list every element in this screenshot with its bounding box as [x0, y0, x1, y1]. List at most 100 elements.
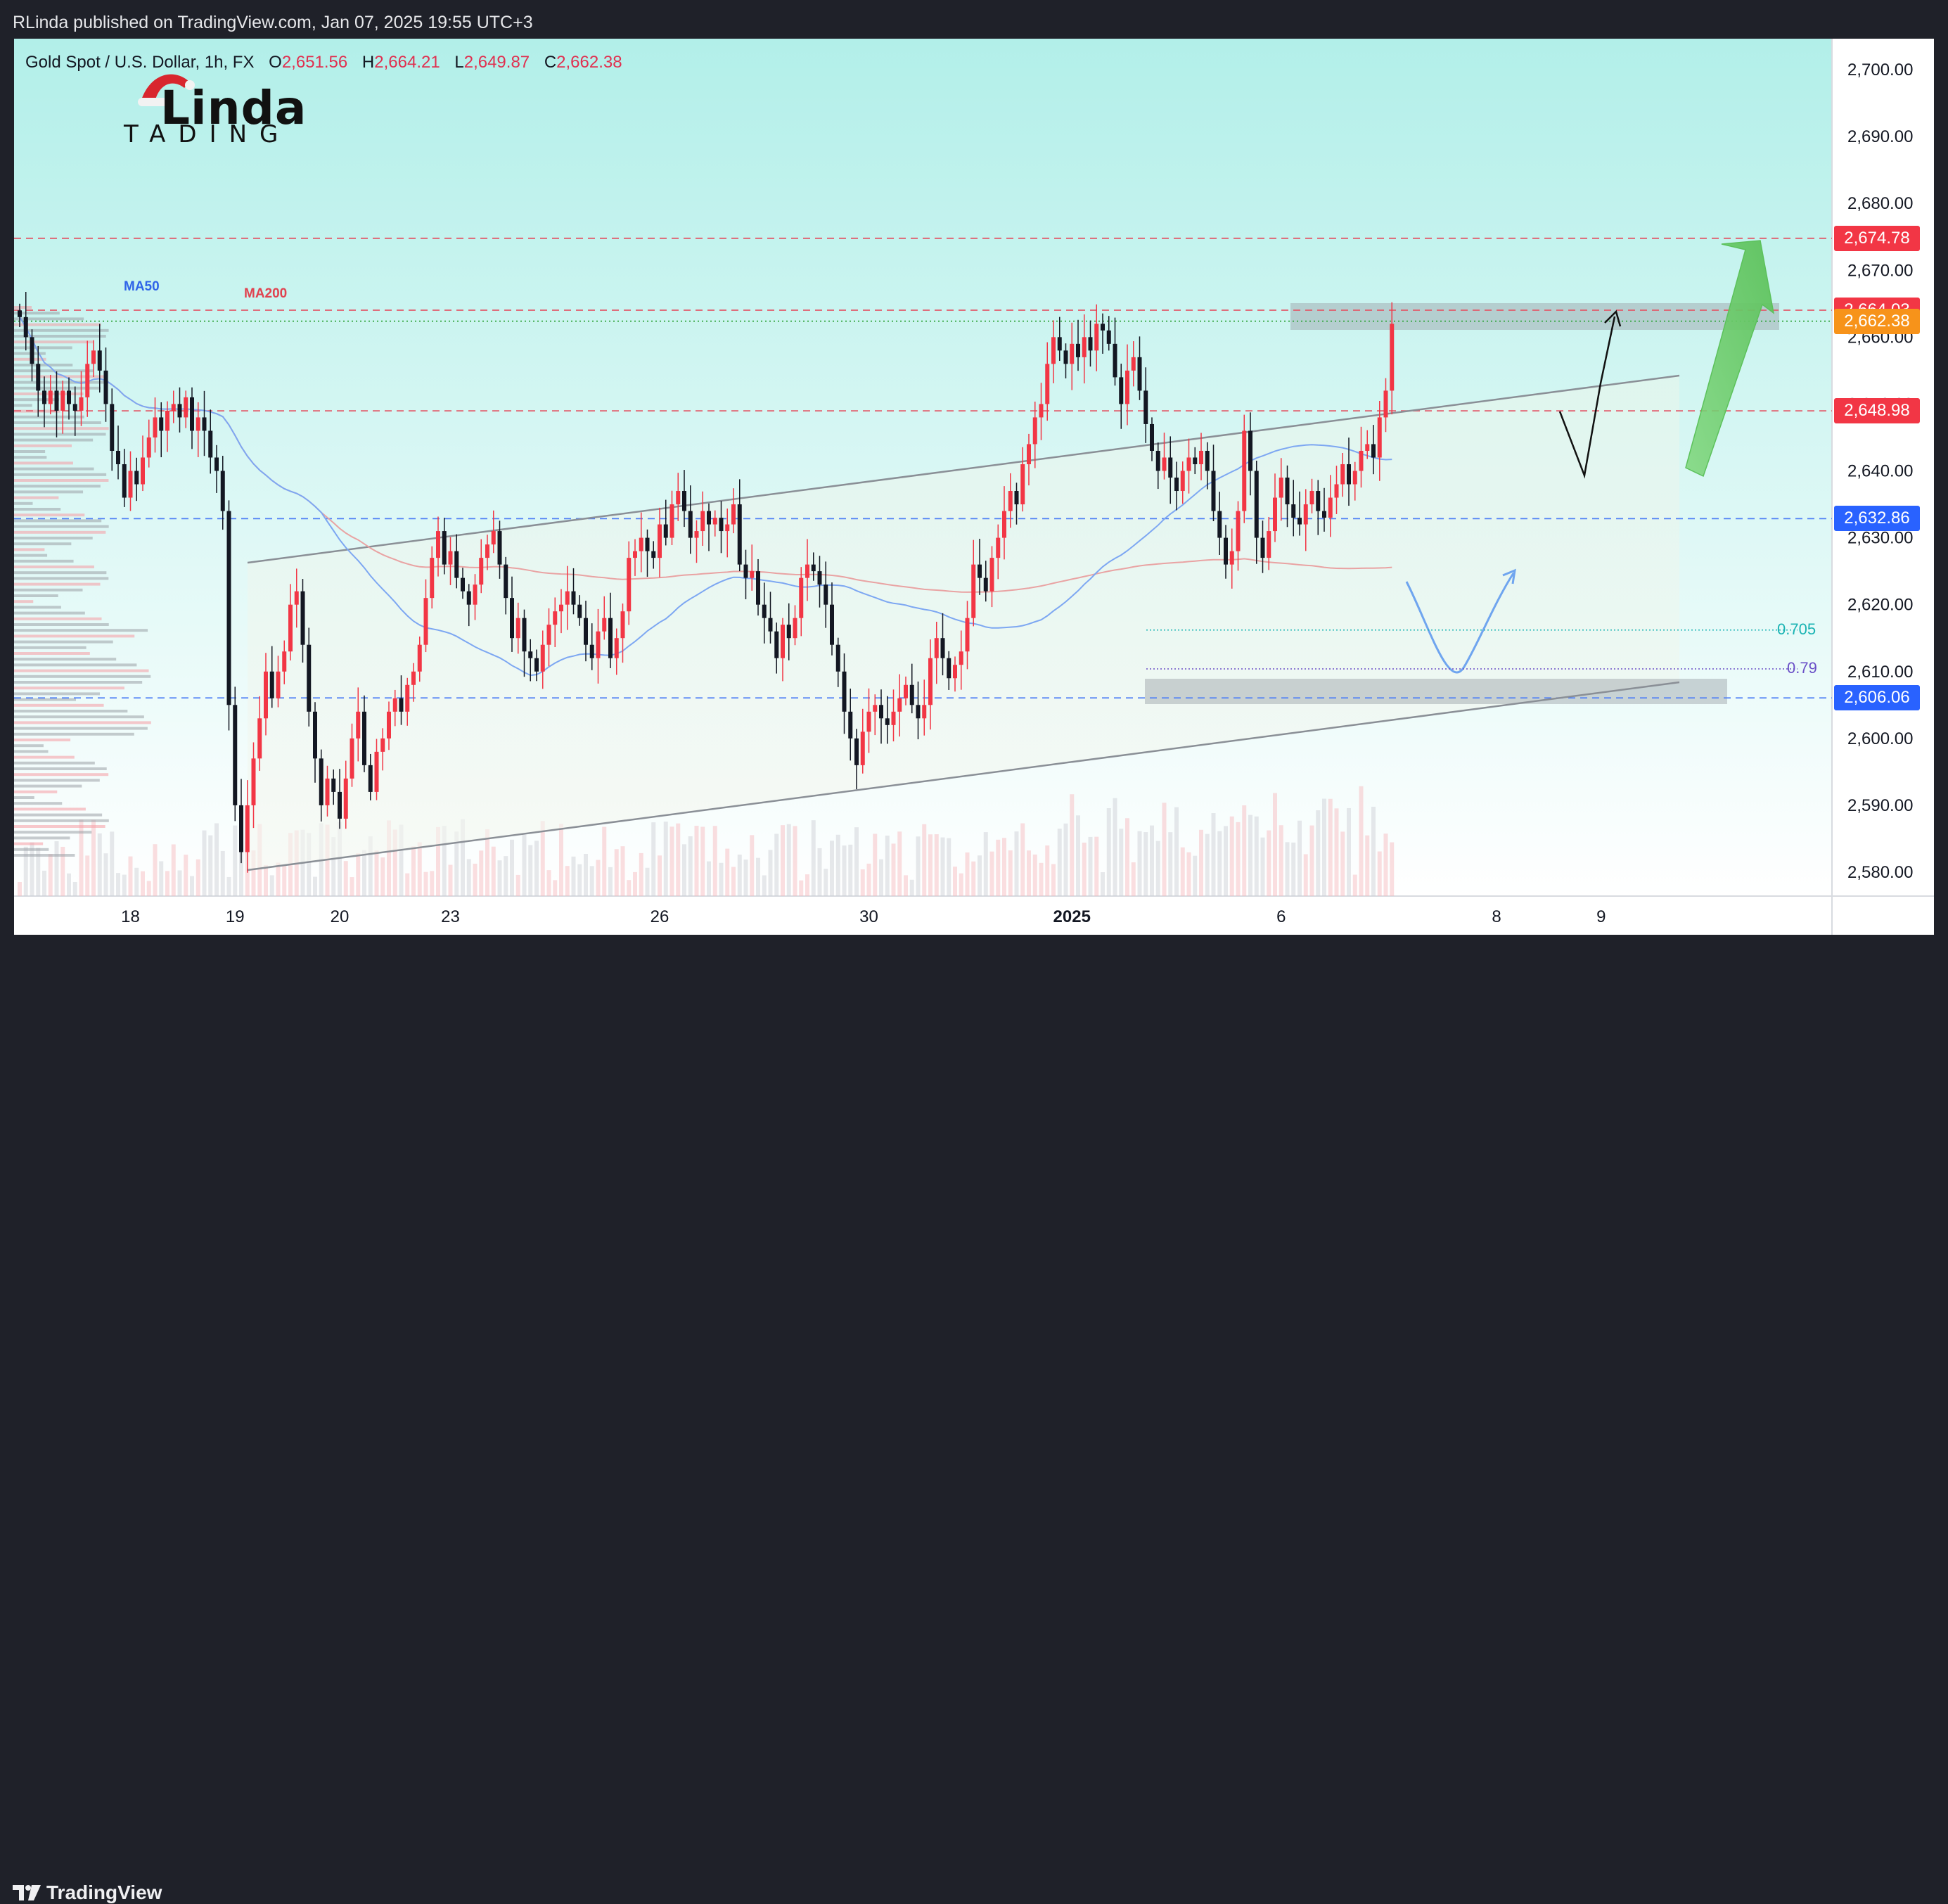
volume-bar [430, 871, 435, 896]
candle-body [897, 698, 902, 712]
channel-upper-line[interactable] [247, 374, 1680, 564]
ma200-label: MA200 [244, 286, 288, 301]
chart-area[interactable]: 2,700.00 2,690.00 2,680.00 2,670.00 2,660.00… [14, 39, 1934, 935]
candle-body [817, 571, 822, 585]
volume-bar [1039, 862, 1044, 896]
candle-body [233, 705, 238, 805]
volume-bar [1199, 829, 1203, 896]
candle-body [23, 317, 28, 338]
candle-body [18, 310, 22, 317]
candle-body [307, 644, 312, 712]
volume-bar [1020, 823, 1025, 896]
candle-body [67, 390, 71, 404]
footer-bar: TradingView [0, 935, 1948, 1903]
volume-profile-bar [14, 606, 61, 609]
price-tag-red: 2,674.78 [1834, 225, 1920, 251]
candle-body [454, 551, 459, 578]
candle-body [411, 671, 416, 685]
candle-body [1020, 464, 1025, 505]
projection-path[interactable] [1558, 316, 1616, 479]
volume-bar [485, 829, 489, 896]
candle-body [319, 758, 323, 805]
candle-body [282, 651, 287, 672]
volume-bar [904, 875, 908, 896]
volume-bar [1180, 847, 1185, 896]
price-tag-orange: 2,662.38 [1834, 308, 1920, 334]
volume-profile-bar [14, 375, 106, 378]
candle-body [669, 504, 674, 538]
candle-body [1051, 337, 1056, 364]
volume-bar [436, 826, 440, 896]
volume-bar [442, 826, 447, 896]
published-text: RLinda published on TradingView.com, Jan… [13, 13, 533, 32]
open-value: 2,651.56 [281, 53, 348, 72]
volume-bar [916, 836, 921, 896]
volume-bar [694, 826, 699, 896]
candle-body [658, 524, 662, 558]
volume-profile-bar [14, 761, 95, 765]
volume-bar [504, 856, 508, 896]
volume-bar [824, 869, 828, 896]
volume-profile-bar [14, 577, 109, 580]
level-lines [14, 237, 1832, 699]
volume-profile-bar [14, 739, 71, 741]
candle-body [824, 584, 828, 605]
channel-lower-line[interactable] [247, 681, 1680, 871]
candle-body [983, 577, 988, 592]
tradingview-brand[interactable]: TradingView [13, 1881, 162, 1904]
candle-body [1008, 491, 1013, 511]
x-tick-label: 2025 [1053, 907, 1091, 926]
candle-body [589, 644, 594, 658]
candle-body [694, 531, 699, 538]
volume-profile-bar [14, 825, 105, 828]
candle-body [743, 564, 748, 578]
volume-bar [682, 844, 686, 896]
candle-body [368, 765, 373, 792]
volume-bar [1248, 814, 1252, 896]
price-chart-svg[interactable]: 2,700.002,690.002,680.002,670.002,660.00… [14, 39, 1934, 935]
volume-profile-bar [14, 836, 70, 840]
candle-body [442, 531, 447, 565]
volume-profile-bar [14, 433, 106, 436]
volume-bar [454, 831, 459, 896]
volume-profile-bar [14, 427, 109, 430]
candle-body [1248, 430, 1252, 471]
volume-bar [1322, 798, 1326, 896]
candle-body [645, 537, 650, 551]
candle-body [904, 684, 908, 698]
candle-body [1155, 450, 1160, 471]
support-zone [1145, 679, 1727, 704]
volume-bar [866, 863, 871, 896]
volume-bar [781, 825, 785, 896]
volume-bar [978, 855, 982, 896]
candle-body [835, 644, 840, 672]
volume-bar [417, 842, 422, 896]
volume-bar [72, 881, 77, 896]
volume-bar [620, 846, 625, 896]
candle-body [996, 537, 1001, 558]
volume-bar [220, 850, 225, 896]
volume-bar [116, 873, 120, 896]
volume-bar [934, 834, 939, 896]
volume-bar [608, 867, 613, 896]
volume-profile-bar [14, 317, 84, 321]
volume-bar [577, 864, 582, 896]
candle-body [1088, 337, 1093, 351]
candle-body [116, 450, 120, 464]
volume-bar [540, 821, 545, 896]
candle-body [153, 417, 158, 437]
target-arrow[interactable] [1685, 240, 1775, 478]
x-tick-label: 30 [859, 907, 878, 926]
candle-body [577, 604, 582, 618]
volume-bar [676, 823, 681, 896]
volume-bar [940, 837, 945, 896]
candles [18, 292, 1395, 873]
open-label: O [269, 53, 282, 72]
volume-bar [1063, 823, 1068, 896]
volume-bar [1143, 832, 1148, 896]
volume-bar [1045, 845, 1050, 896]
candle-body [1063, 350, 1068, 364]
candle-body [1002, 511, 1006, 538]
volume-bar [1057, 829, 1062, 896]
volume-bar [805, 874, 809, 896]
